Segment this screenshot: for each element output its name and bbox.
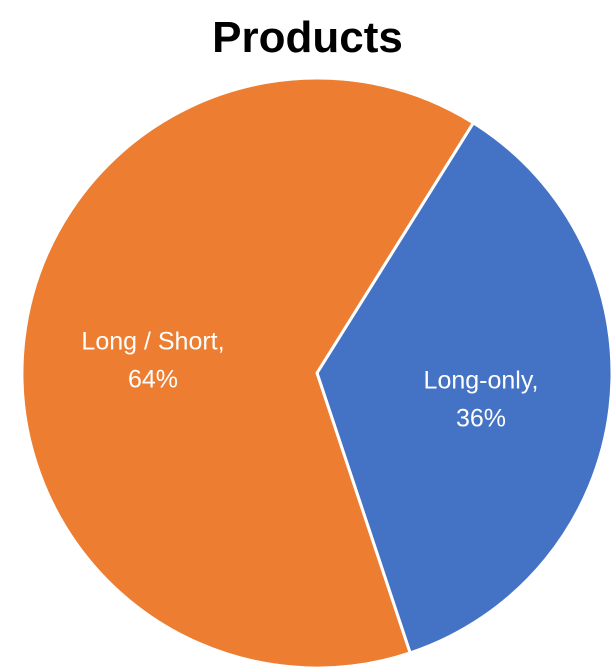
data-label-long-short: Long / Short, 64% (81, 327, 224, 393)
data-label-category: Long / Short, (81, 327, 224, 355)
data-label-value: 36% (456, 405, 506, 433)
pie-slice-long-short (20, 76, 475, 670)
data-label-value: 64% (128, 365, 178, 393)
chart-title: Products (212, 13, 403, 62)
data-label-long-only: Long-only, 36% (424, 367, 539, 433)
data-label-category: Long-only, (424, 367, 539, 395)
